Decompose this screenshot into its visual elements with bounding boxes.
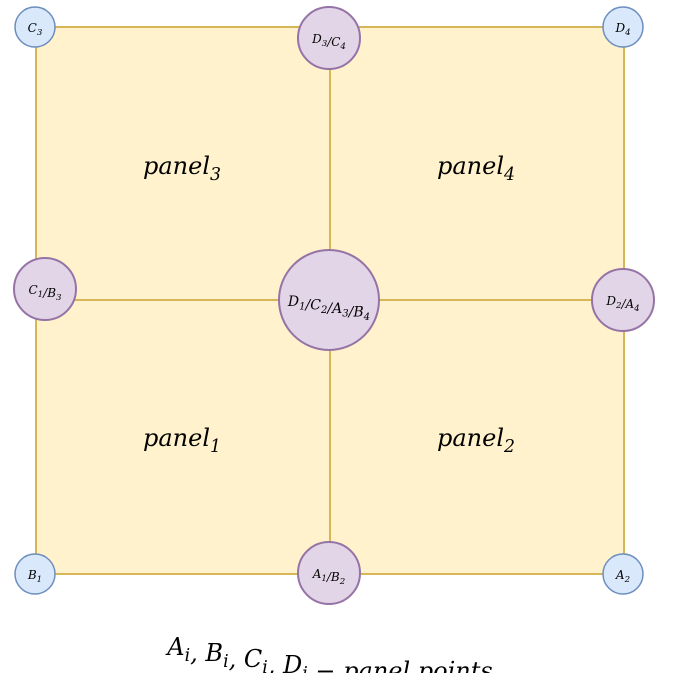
node-label-c1b3-sub-0: 1 [38, 290, 44, 300]
node-a2: A2 [602, 553, 644, 595]
panel-1-label-part-0: panel [143, 424, 210, 452]
node-label-d2a4-sub-1: 4 [633, 304, 640, 314]
panel-4-label: panel4 [437, 152, 515, 185]
node-d2-a4: D2/A4 [591, 268, 655, 332]
caption: Ai, Bi, Ci, Di − panel points [165, 633, 492, 673]
node-label-d4-part-0: D [614, 21, 625, 35]
panel-2-label: panel2 [437, 424, 515, 457]
svg-text:A1/B2: A1/B2 [312, 567, 346, 587]
node-label-d2a4-part-1: /A [620, 297, 634, 311]
node-c3: C3 [14, 6, 56, 48]
node-b1: B1 [14, 553, 56, 595]
svg-text:D4: D4 [614, 21, 630, 38]
caption-sub-1: i [223, 652, 229, 672]
node-label-b1-part-0: B [27, 568, 37, 582]
panel-2-label-sub-0: 2 [503, 437, 515, 457]
panel-3-label: panel3 [143, 152, 221, 185]
panel-3 [35, 26, 331, 301]
node-label-d3c4-part-1: /C [326, 35, 340, 49]
node-label-b1-sub-0: 1 [37, 575, 43, 585]
panel-3-label-part-0: panel [143, 152, 210, 180]
node-label-a1b2-sub-1: 2 [339, 577, 346, 587]
caption-part-3: , D [268, 651, 303, 673]
node-a1-b2: A1/B2 [297, 541, 361, 605]
node-label-a1b2-part-0: A [312, 567, 322, 581]
node-label-center-sub-1: 2 [320, 305, 327, 316]
node-d3-c4: D3/C4 [297, 6, 361, 70]
panel-2-label-part-0: panel [437, 424, 504, 452]
caption-sub-3: i [302, 664, 308, 673]
node-label-a2-part-0: A [615, 568, 625, 582]
node-label-a1b2-sub-0: 1 [321, 574, 327, 584]
node-label-center-sub-0: 1 [299, 302, 305, 313]
svg-text:D1/C2/A3/B4: D1/C2/A3/B4 [287, 294, 370, 323]
panel-3-label-sub-0: 3 [210, 165, 221, 185]
node-label-center-part-2: /A [325, 301, 342, 317]
node-label-d4-sub-0: 4 [624, 28, 631, 38]
caption-sub-0: i [185, 646, 191, 666]
node-label-c1b3-part-1: /B [42, 286, 56, 300]
node-label-center-part-1: /C [304, 298, 322, 314]
panel-4-label-part-0: panel [437, 152, 504, 180]
node-label-c3-sub-0: 3 [37, 28, 43, 38]
svg-text:C3: C3 [28, 21, 43, 38]
svg-text:A2: A2 [615, 568, 630, 585]
node-label-center-sub-2: 3 [342, 309, 348, 320]
caption-sub-2: i [262, 658, 268, 673]
svg-text:C1/B3: C1/B3 [28, 283, 62, 303]
node-label-a1b2-part-1: /B [326, 570, 340, 584]
caption-part-2: , C [229, 645, 263, 673]
panel-4-label-sub-0: 4 [503, 165, 515, 185]
panel-2 [329, 299, 625, 575]
node-label-c1b3-part-0: C [28, 283, 37, 297]
node-label-d3c4-sub-0: 3 [322, 39, 328, 49]
svg-text:B1: B1 [27, 568, 42, 585]
node-label-c1b3-sub-1: 3 [56, 293, 62, 303]
caption-part-1: , B [190, 639, 223, 667]
caption-part-4: − panel points [308, 657, 493, 673]
panel-1-label: panel1 [143, 424, 221, 457]
node-label-center-part-3: /B [347, 305, 364, 321]
panel-1-label-sub-0: 1 [210, 437, 221, 457]
node-label-center-sub-3: 4 [363, 312, 370, 323]
node-label-c3-part-0: C [28, 21, 37, 35]
node-label-d3c4-part-0: D [311, 32, 322, 46]
caption-part-0: A [165, 633, 184, 661]
svg-text:D2/A4: D2/A4 [605, 294, 639, 314]
node-c1-b3: C1/B3 [13, 257, 77, 321]
node-label-d3c4-sub-1: 4 [339, 42, 346, 52]
node-label-d2a4-sub-0: 2 [615, 301, 622, 311]
node-label-a2-sub-0: 2 [624, 575, 631, 585]
node-label-center-part-0: D [287, 294, 299, 310]
node-label-d2a4-part-0: D [605, 294, 616, 308]
panel-1 [35, 299, 331, 575]
node-center: D1/C2/A3/B4 [278, 249, 380, 351]
panel-4 [329, 26, 625, 301]
node-d4: D4 [602, 6, 644, 48]
svg-text:D3/C4: D3/C4 [311, 32, 346, 52]
